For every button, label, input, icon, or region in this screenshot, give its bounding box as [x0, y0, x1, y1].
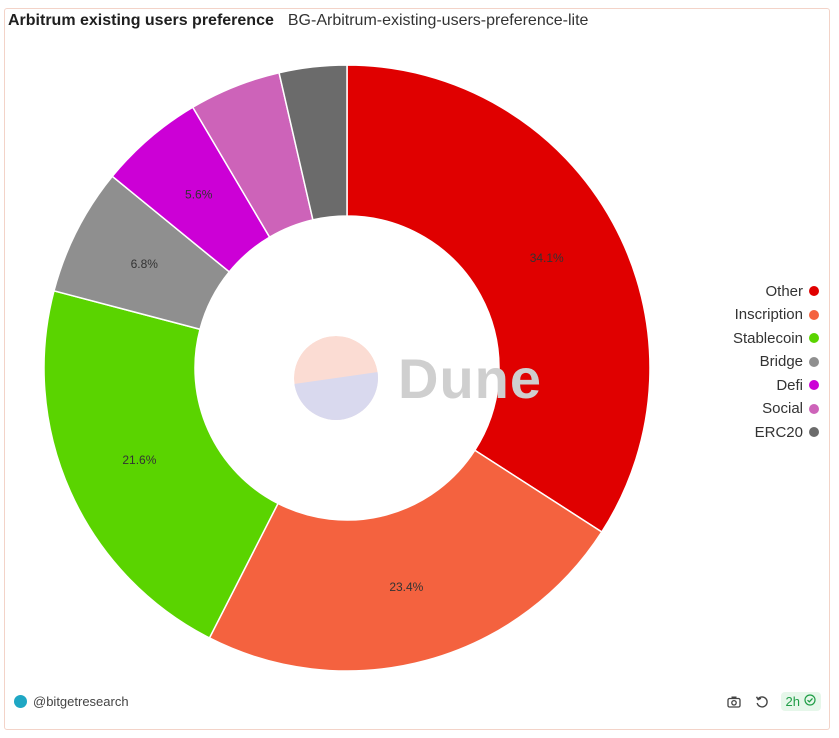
legend-label: Social: [762, 400, 803, 418]
legend-swatch: [809, 403, 819, 414]
camera-icon[interactable]: [725, 693, 743, 711]
legend-label: Bridge: [759, 353, 803, 371]
refresh-icon[interactable]: [753, 693, 771, 711]
query-name: BG-Arbitrum-existing-users-preference-li…: [287, 12, 589, 29]
legend-item-bridge[interactable]: Bridge: [760, 352, 819, 373]
legend-swatch: [809, 380, 819, 391]
dune-watermark: Dune: [294, 336, 542, 420]
author-name: @bitgetresearch: [33, 694, 129, 709]
footer-actions: 2h: [725, 692, 821, 711]
legend-swatch: [809, 286, 819, 297]
legend-swatch: [809, 333, 819, 344]
slice-labels-group: 34.1% 23.4% 21.6% 6.8% 5.6%: [122, 188, 564, 594]
legend-swatch: [809, 309, 819, 320]
chart-title: Arbitrum existing users preference: [8, 12, 274, 29]
slice-label-bridge: 6.8%: [131, 257, 159, 271]
slice-stablecoin[interactable]: [43, 289, 280, 639]
legend-item-other[interactable]: Other: [765, 281, 819, 302]
legend-label: Stablecoin: [732, 329, 803, 347]
watermark-text: Dune: [398, 346, 542, 410]
chart-legend: Other Inscription Stablecoin Bridge Defi Soci…: [733, 281, 819, 443]
slice-label-inscription: 23.4%: [389, 580, 423, 594]
legend-swatch: [809, 356, 819, 367]
legend-label: Inscription: [734, 306, 803, 324]
legend-label: Defi: [776, 376, 803, 394]
slice-inscription[interactable]: [208, 449, 603, 672]
freshness-badge[interactable]: 2h: [780, 692, 821, 711]
slice-other[interactable]: [346, 64, 651, 533]
author-link[interactable]: @bitgetresearch: [14, 694, 129, 709]
dune-logo-icon: [294, 336, 378, 420]
slice-label-defi: 5.6%: [185, 188, 213, 202]
legend-item-defi[interactable]: Defi: [776, 375, 819, 396]
chart-header: Arbitrum existing users preference BG-Ar…: [8, 12, 588, 30]
legend-item-inscription[interactable]: Inscription: [735, 305, 819, 326]
slice-erc20[interactable]: [278, 64, 348, 221]
avatar-icon: [14, 695, 27, 708]
slices-group: [43, 64, 651, 672]
legend-swatch: [809, 427, 819, 438]
freshness-label: 2h: [785, 694, 800, 709]
legend-label: ERC20: [754, 423, 803, 441]
legend-item-social[interactable]: Social: [762, 399, 819, 420]
legend-label: Other: [765, 282, 803, 300]
slice-label-other: 34.1%: [530, 251, 564, 265]
legend-item-stablecoin[interactable]: Stablecoin: [733, 328, 819, 349]
check-circle-icon: [804, 694, 816, 709]
legend-item-erc20[interactable]: ERC20: [755, 422, 819, 443]
slice-label-stablecoin: 21.6%: [122, 453, 156, 467]
